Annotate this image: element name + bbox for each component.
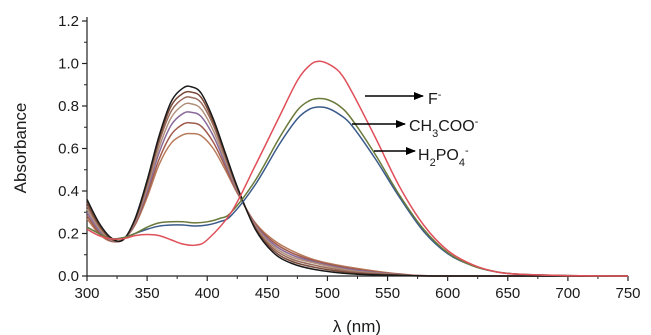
annotation-superscript: -: [438, 89, 442, 101]
annotation-label: H2PO4-: [418, 145, 469, 169]
x-tick-label: 700: [555, 285, 580, 302]
x-tick-label: 600: [435, 285, 460, 302]
spectrum-line: [86, 106, 629, 277]
annotation-label: F-: [428, 89, 442, 108]
annotation-label: CH3COO-: [409, 116, 479, 140]
spectrum-line: [86, 111, 629, 277]
spectra-curves: [86, 60, 629, 277]
axes: 0.0 0.2 0.4 0.6 0.8 1.0 1.2 300 350 400 450 500 550 6…: [58, 13, 640, 302]
spectrum-line: [86, 97, 629, 277]
y-tick-label: 0.6: [58, 141, 79, 158]
x-tick-label: 300: [74, 285, 99, 302]
y-tick-label: 1.0: [58, 56, 79, 73]
spectrum-line: [86, 132, 629, 277]
spectrum-line: [86, 121, 629, 277]
y-tick-label: 0.2: [58, 226, 79, 243]
y-tick-label: 1.2: [58, 13, 79, 30]
y-axis-label: Absorbance: [11, 103, 30, 194]
x-tick-label: 350: [135, 285, 160, 302]
y-tick-label: 0.0: [58, 268, 79, 285]
spectrum-line: [86, 85, 629, 277]
x-tick-label: 400: [195, 285, 220, 302]
y-tick-label: 0.8: [58, 98, 79, 115]
spectrum-line: [86, 60, 629, 277]
x-tick-label: 550: [375, 285, 400, 302]
x-tick-label: 450: [255, 285, 280, 302]
y-tick-label: 0.4: [58, 183, 79, 200]
x-tick-label: 650: [495, 285, 520, 302]
x-tick-label: 750: [615, 285, 640, 302]
x-tick-label: 500: [315, 285, 340, 302]
x-axis-label: λ (nm): [333, 317, 381, 335]
